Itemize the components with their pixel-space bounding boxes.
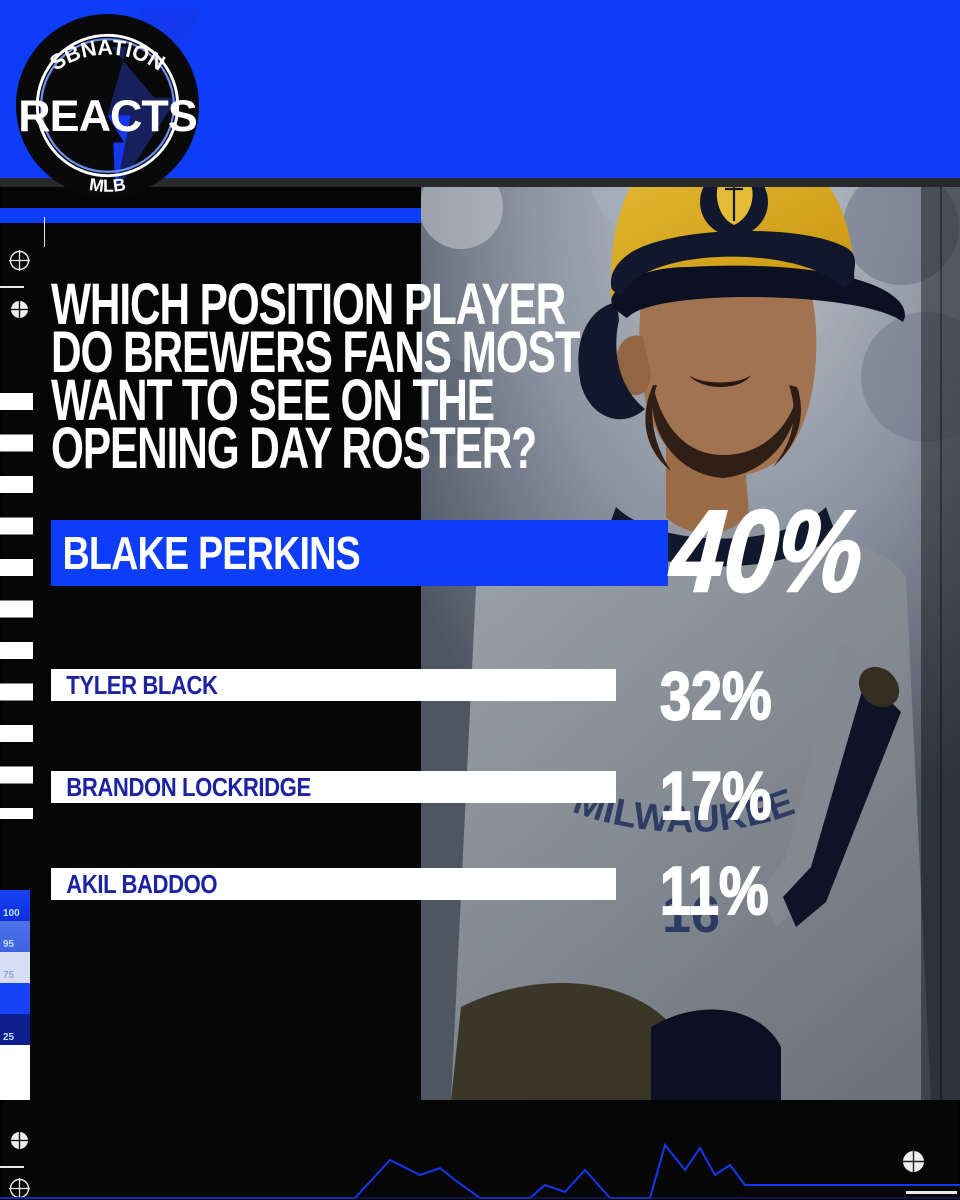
svg-text:REACTS: REACTS: [18, 90, 197, 141]
svg-text:MLB: MLB: [88, 174, 127, 196]
